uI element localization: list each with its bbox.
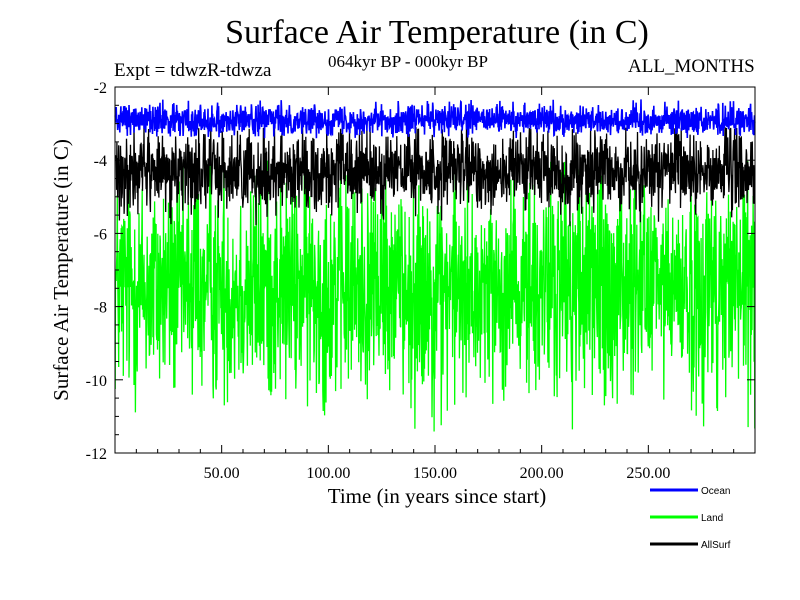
y-tick-label: -10 (86, 373, 107, 390)
legend-label-land: Land (701, 513, 723, 524)
y-tick-label: -4 (94, 153, 107, 170)
x-tick-label: 50.00 (204, 465, 240, 482)
series-line-land (114, 160, 756, 432)
chart-title: Surface Air Temperature (in C) (225, 14, 649, 51)
y-tick-label: -12 (86, 446, 107, 463)
y-tick-label: -6 (94, 226, 107, 243)
period-label: 064kyr BP - 000kyr BP (328, 52, 488, 71)
legend-label-ocean: Ocean (701, 486, 730, 497)
y-tick-label: -8 (94, 300, 107, 317)
series-line-allsurf (114, 127, 756, 227)
x-tick-label: 200.00 (520, 465, 564, 482)
series-line-ocean (114, 99, 756, 139)
ticks-layer: 50.00 100.00 150.00 200.00 250.00 -2 -4 -6 -8 -10… (86, 80, 755, 482)
x-tick-label: 100.00 (306, 465, 350, 482)
y-axis-title: Surface Air Temperature (in C) (49, 139, 73, 401)
legend: Ocean Land AllSurf (650, 486, 731, 551)
experiment-label: Expt = tdwzR-tdwza (114, 60, 272, 81)
legend-label-allsurf: AllSurf (701, 540, 731, 551)
x-axis-title: Time (in years since start) (328, 484, 547, 508)
series-layer (114, 99, 756, 432)
x-tick-label: 150.00 (413, 465, 457, 482)
months-label: ALL_MONTHS (628, 56, 755, 77)
y-tick-label: -2 (94, 80, 107, 97)
x-tick-label: 250.00 (626, 465, 670, 482)
